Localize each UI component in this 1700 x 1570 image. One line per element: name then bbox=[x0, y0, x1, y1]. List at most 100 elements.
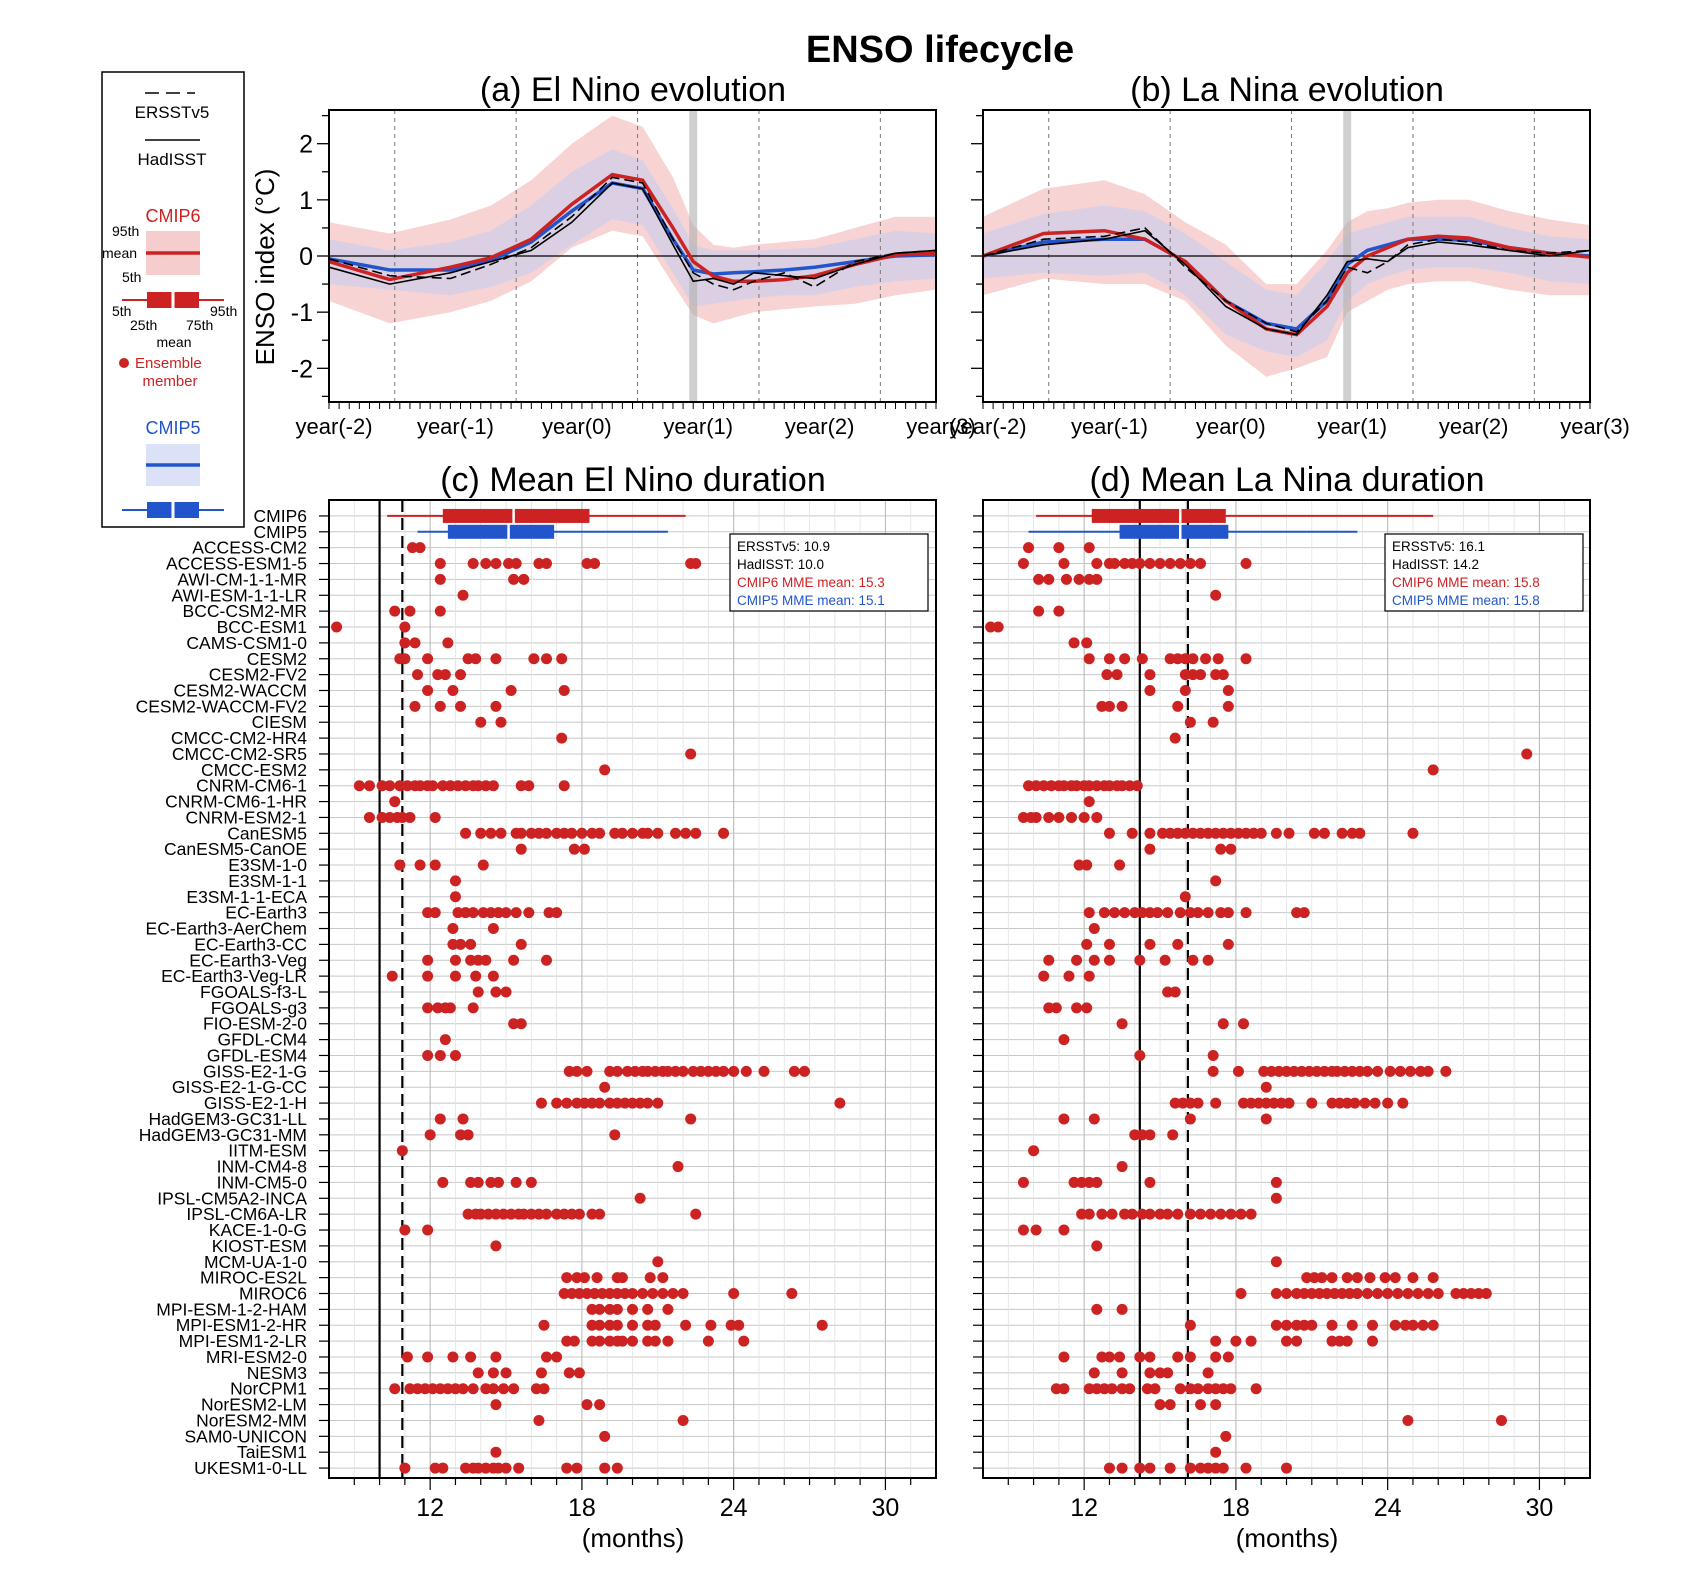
ensemble-member-dot bbox=[594, 827, 606, 839]
ensemble-member-dot bbox=[1225, 1383, 1237, 1395]
ensemble-member-dot bbox=[1288, 1065, 1300, 1077]
ensemble-member-dot bbox=[422, 1224, 434, 1236]
ensemble-member-dot bbox=[480, 780, 492, 792]
info-c-ersst: ERSSTv5: 10.9 bbox=[737, 539, 830, 554]
model-label: NorCPM1 bbox=[230, 1379, 307, 1399]
ensemble-member-dot bbox=[503, 558, 515, 570]
ensemble-member-dot bbox=[457, 1113, 469, 1125]
model-label: AWI-ESM-1-1-LR bbox=[172, 585, 307, 605]
ensemble-member-dot bbox=[1291, 907, 1303, 919]
panel-a-title: (a) El Nino evolution bbox=[480, 71, 786, 109]
ensemble-member-dot bbox=[409, 637, 421, 649]
ensemble-member-dot bbox=[1073, 859, 1085, 871]
ensemble-member-dot bbox=[487, 1383, 499, 1395]
model-label: GISS-E2-1-H bbox=[204, 1093, 307, 1113]
ensemble-member-dot bbox=[621, 1065, 633, 1077]
ensemble-member-dot bbox=[422, 954, 434, 966]
ensemble-member-dot bbox=[619, 1288, 631, 1300]
ensemble-member-dot bbox=[1119, 558, 1131, 570]
ensemble-member-dot bbox=[581, 1065, 593, 1077]
ensemble-member-dot bbox=[1495, 1414, 1507, 1426]
ensemble-member-dot bbox=[1103, 780, 1115, 792]
ensemble-member-dot bbox=[1109, 907, 1121, 919]
model-label: GFDL-ESM4 bbox=[207, 1045, 307, 1065]
ensemble-member-dot bbox=[1154, 1367, 1166, 1379]
ensemble-member-dot bbox=[1210, 1335, 1222, 1347]
hadisst-line bbox=[982, 229, 1591, 336]
ensemble-member-dot bbox=[1103, 1351, 1115, 1363]
ensemble-member-dot bbox=[644, 1272, 656, 1284]
legend-p5: 5th bbox=[122, 269, 141, 285]
ensemble-member-dot bbox=[1351, 1288, 1363, 1300]
ensemble-member-dot bbox=[389, 796, 401, 808]
ensemble-member-dot bbox=[460, 907, 472, 919]
ensemble-member-dot bbox=[1058, 558, 1070, 570]
ensemble-member-dot bbox=[589, 1288, 601, 1300]
model-label: CESM2-WACCM-FV2 bbox=[136, 696, 307, 716]
ensemble-member-dot bbox=[523, 907, 535, 919]
ensemble-member-dot bbox=[1210, 669, 1222, 681]
ensemble-member-dot bbox=[1394, 1065, 1406, 1077]
ensemble-member-dot bbox=[1379, 1272, 1391, 1284]
ensemble-member-dot bbox=[1116, 1367, 1128, 1379]
model-label: CanESM5-CanOE bbox=[164, 839, 307, 859]
ensemble-member-dot bbox=[480, 558, 492, 570]
ensemble-member-dot bbox=[1283, 827, 1295, 839]
model-label: E3SM-1-0 bbox=[228, 855, 307, 875]
ensemble-member-dot bbox=[1407, 1272, 1419, 1284]
y-tick-label: 2 bbox=[299, 131, 313, 159]
ensemble-member-dot bbox=[1222, 1351, 1234, 1363]
ensemble-member-dot bbox=[1192, 1383, 1204, 1395]
ensemble-member-dot bbox=[1195, 558, 1207, 570]
ensemble-member-dot bbox=[690, 1208, 702, 1220]
model-label: EC-Earth3-AerChem bbox=[146, 919, 307, 939]
model-label: BCC-CSM2-MR bbox=[183, 601, 307, 621]
ensemble-member-dot bbox=[1407, 827, 1419, 839]
ensemble-member-dot bbox=[1336, 1288, 1348, 1300]
ensemble-member-dot bbox=[1088, 954, 1100, 966]
ensemble-member-dot bbox=[1366, 1335, 1378, 1347]
ensemble-member-dot bbox=[1210, 589, 1222, 601]
ensemble-member-dot bbox=[439, 1034, 451, 1046]
ensemble-member-dot bbox=[457, 1383, 469, 1395]
ensemble-member-dot bbox=[399, 653, 411, 665]
ensemble-member-dot bbox=[495, 827, 507, 839]
ensemble-member-dot bbox=[1119, 907, 1131, 919]
ensemble-member-dot bbox=[1270, 1256, 1282, 1268]
ensemble-member-dot bbox=[1232, 827, 1244, 839]
ensemble-member-dot bbox=[1174, 1383, 1186, 1395]
ensemble-member-dot bbox=[1273, 1065, 1285, 1077]
ensemble-member-dot bbox=[1169, 986, 1181, 998]
ensemble-member-dot bbox=[462, 653, 474, 665]
ensemble-member-dot bbox=[485, 1176, 497, 1188]
model-label: MIROC6 bbox=[239, 1284, 307, 1304]
ensemble-member-dot bbox=[1114, 859, 1126, 871]
ensemble-member-dot bbox=[1144, 669, 1156, 681]
ensemble-member-dot bbox=[578, 1097, 590, 1109]
ensemble-member-dot bbox=[551, 1097, 563, 1109]
ensemble-member-dot bbox=[1222, 700, 1234, 712]
ensemble-member-dot bbox=[1058, 780, 1070, 792]
ensemble-member-dot bbox=[599, 1462, 611, 1474]
x-tick-label: year(-2) bbox=[296, 414, 373, 439]
ensemble-member-dot bbox=[616, 1335, 628, 1347]
ensemble-member-dot bbox=[434, 1049, 446, 1061]
ensemble-member-dot bbox=[1195, 669, 1207, 681]
model-label: CAMS-CSM1-0 bbox=[186, 633, 307, 653]
ensemble-member-dot bbox=[637, 1288, 649, 1300]
ensemble-member-dot bbox=[439, 669, 451, 681]
model-label: CNRM-ESM2-1 bbox=[185, 807, 307, 827]
ensemble-member-dot bbox=[594, 1303, 606, 1315]
ensemble-member-dot bbox=[1238, 1018, 1250, 1030]
x-tick-label: 24 bbox=[720, 1494, 748, 1522]
model-label: AWI-CM-1-1-MR bbox=[177, 569, 307, 589]
ensemble-member-dot bbox=[1399, 1319, 1411, 1331]
ensemble-member-dot bbox=[518, 573, 530, 585]
ensemble-member-dot bbox=[1372, 1288, 1384, 1300]
ensemble-member-dot bbox=[1255, 827, 1267, 839]
ensemble-member-dot bbox=[490, 1240, 502, 1252]
ensemble-member-dot bbox=[1088, 923, 1100, 935]
ensemble-member-dot bbox=[1177, 1097, 1189, 1109]
ensemble-member-dot bbox=[508, 1018, 520, 1030]
model-label: FGOALS-f3-L bbox=[200, 982, 307, 1002]
